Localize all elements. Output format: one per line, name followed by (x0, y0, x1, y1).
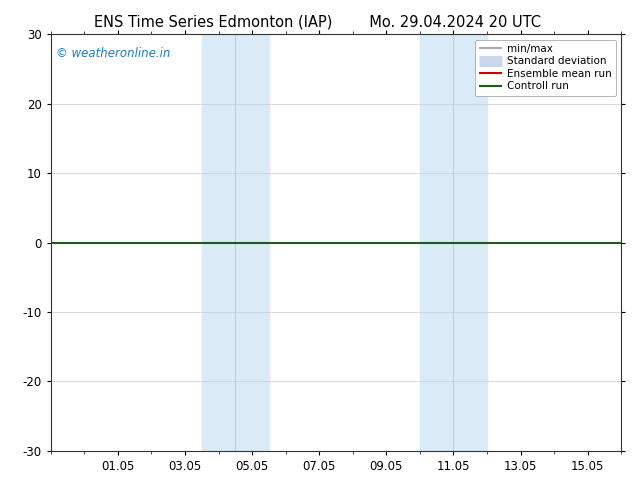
Bar (420, 34, 487, 451)
Text: ENS Time Series Edmonton (IAP)        Mo. 29.04.2024 20 UTC: ENS Time Series Edmonton (IAP) Mo. 29.04… (93, 15, 541, 30)
Text: © weatheronline.in: © weatheronline.in (56, 47, 171, 60)
Bar (202, 34, 269, 451)
Legend: min/max, Standard deviation, Ensemble mean run, Controll run: min/max, Standard deviation, Ensemble me… (475, 40, 616, 96)
